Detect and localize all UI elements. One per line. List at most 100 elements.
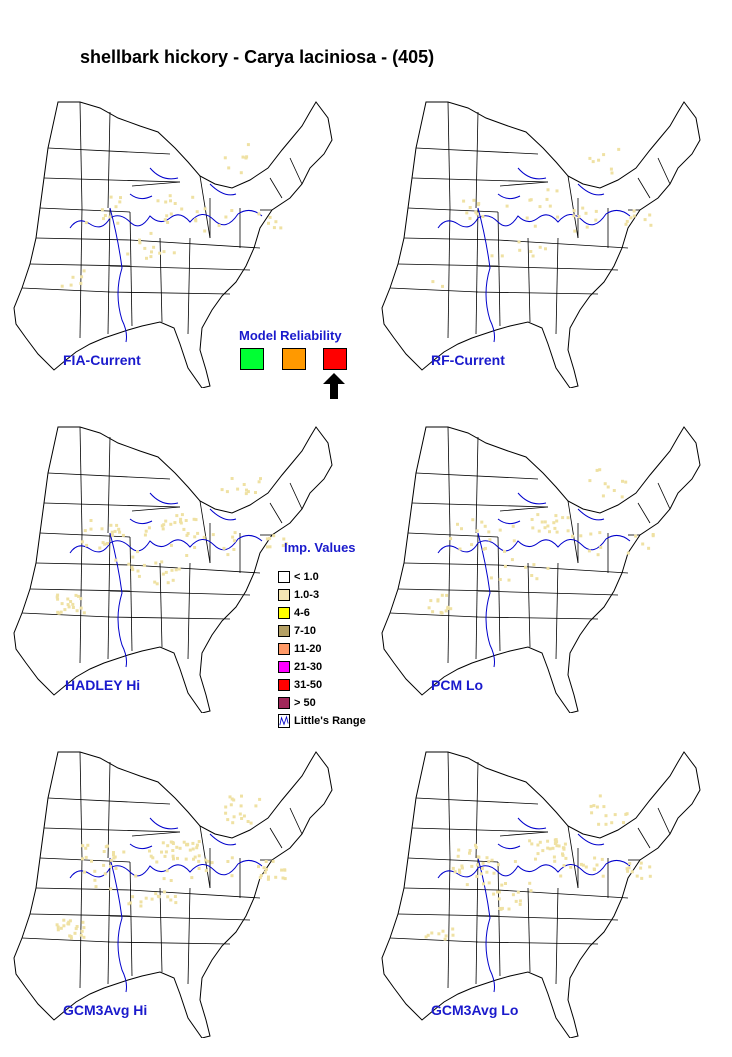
presence-cell xyxy=(283,868,287,872)
presence-cell xyxy=(161,527,165,531)
state-boundary xyxy=(79,751,83,859)
model-reliability-title: Model Reliability xyxy=(239,328,342,343)
presence-cell xyxy=(600,857,604,861)
presence-cell xyxy=(246,820,250,823)
presence-cell xyxy=(89,527,93,531)
presence-cell xyxy=(648,213,652,217)
state-boundary xyxy=(43,827,181,833)
presence-cell xyxy=(103,542,107,546)
presence-cell xyxy=(546,566,550,570)
littles-range-line xyxy=(129,817,237,850)
land-outline xyxy=(13,751,333,1038)
state-boundary xyxy=(159,887,163,973)
presence-cell xyxy=(59,610,63,614)
presence-cell xyxy=(453,870,457,874)
presence-cell xyxy=(507,907,511,911)
land-outline xyxy=(381,101,701,388)
presence-cell xyxy=(164,200,168,204)
presence-cell xyxy=(100,208,104,212)
presence-cell xyxy=(257,480,261,484)
presence-cell xyxy=(648,865,652,869)
presence-cell xyxy=(281,876,285,880)
presence-cell xyxy=(67,605,71,609)
map-rf-current xyxy=(378,98,708,388)
presence-cell xyxy=(593,868,596,871)
presence-cell xyxy=(229,803,233,807)
presence-cell xyxy=(223,156,227,160)
presence-cell xyxy=(572,214,576,218)
presence-cell xyxy=(258,876,262,880)
presence-cell xyxy=(169,543,173,547)
presence-cell xyxy=(109,858,113,862)
presence-cell xyxy=(56,593,60,597)
presence-cell xyxy=(535,577,539,581)
presence-cell xyxy=(152,245,156,249)
presence-cell xyxy=(238,812,242,816)
legend-swatch xyxy=(278,661,290,673)
presence-cell xyxy=(161,841,165,845)
presence-cell xyxy=(487,860,491,864)
presence-cell xyxy=(536,852,540,856)
presence-cell xyxy=(267,875,270,879)
presence-cell xyxy=(534,857,537,861)
map-pcm-lo xyxy=(378,423,708,713)
presence-cell xyxy=(165,869,169,873)
map-label-gcm3avg-lo: GCM3Avg Lo xyxy=(431,1002,519,1018)
state-boundary xyxy=(475,532,479,660)
state-boundary xyxy=(187,887,191,985)
presence-cell xyxy=(169,212,173,216)
presence-cell xyxy=(496,863,500,867)
legend-item-label: < 1.0 xyxy=(294,571,319,583)
presence-cell xyxy=(180,207,184,211)
presence-cell xyxy=(172,857,175,861)
presence-cell xyxy=(81,920,85,924)
presence-cell xyxy=(468,206,472,209)
presence-cell xyxy=(451,933,455,937)
presence-cell xyxy=(131,568,135,572)
presence-cell xyxy=(498,528,502,532)
presence-cell xyxy=(532,563,536,567)
presence-cell xyxy=(210,861,214,865)
presence-cell xyxy=(193,546,197,549)
presence-cell xyxy=(79,933,83,937)
presence-cell xyxy=(516,890,520,894)
littles-range-line xyxy=(437,860,631,879)
presence-cell xyxy=(153,580,157,584)
map-hadley-hi xyxy=(10,423,340,713)
presence-cell xyxy=(465,883,469,887)
presence-cell xyxy=(109,195,113,199)
presence-cell xyxy=(56,597,60,601)
presence-cell xyxy=(169,199,172,203)
presence-cell xyxy=(246,490,250,494)
legend-item-range: Little's Range xyxy=(278,712,366,730)
presence-cell xyxy=(57,611,61,615)
state-boundary xyxy=(497,861,501,977)
presence-cell xyxy=(166,221,170,224)
presence-cell xyxy=(257,212,261,216)
presence-cell xyxy=(265,545,269,549)
map-label-fia-current: FIA-Current xyxy=(63,352,141,368)
presence-cell xyxy=(479,872,483,876)
littles-range-line xyxy=(129,167,237,200)
presence-cell xyxy=(195,210,199,214)
presence-cell xyxy=(468,216,472,220)
presence-cell xyxy=(228,795,232,799)
presence-cell xyxy=(504,882,507,885)
presence-cell xyxy=(160,850,163,854)
presence-cell xyxy=(481,215,485,218)
presence-cell xyxy=(204,869,208,873)
presence-cell xyxy=(548,847,552,851)
state-boundary xyxy=(477,590,619,596)
presence-cell xyxy=(460,527,463,531)
presence-cell xyxy=(546,188,550,192)
presence-cell xyxy=(554,841,558,845)
presence-cell xyxy=(267,221,270,225)
presence-cell xyxy=(69,283,73,287)
presence-cell xyxy=(593,856,597,860)
state-boundary xyxy=(397,913,499,917)
presence-cell xyxy=(632,209,636,213)
legend-item: 11-20 xyxy=(278,640,366,658)
presence-cell xyxy=(581,863,585,867)
legend-item-label: 11-20 xyxy=(294,643,322,655)
presence-cell xyxy=(601,874,605,878)
